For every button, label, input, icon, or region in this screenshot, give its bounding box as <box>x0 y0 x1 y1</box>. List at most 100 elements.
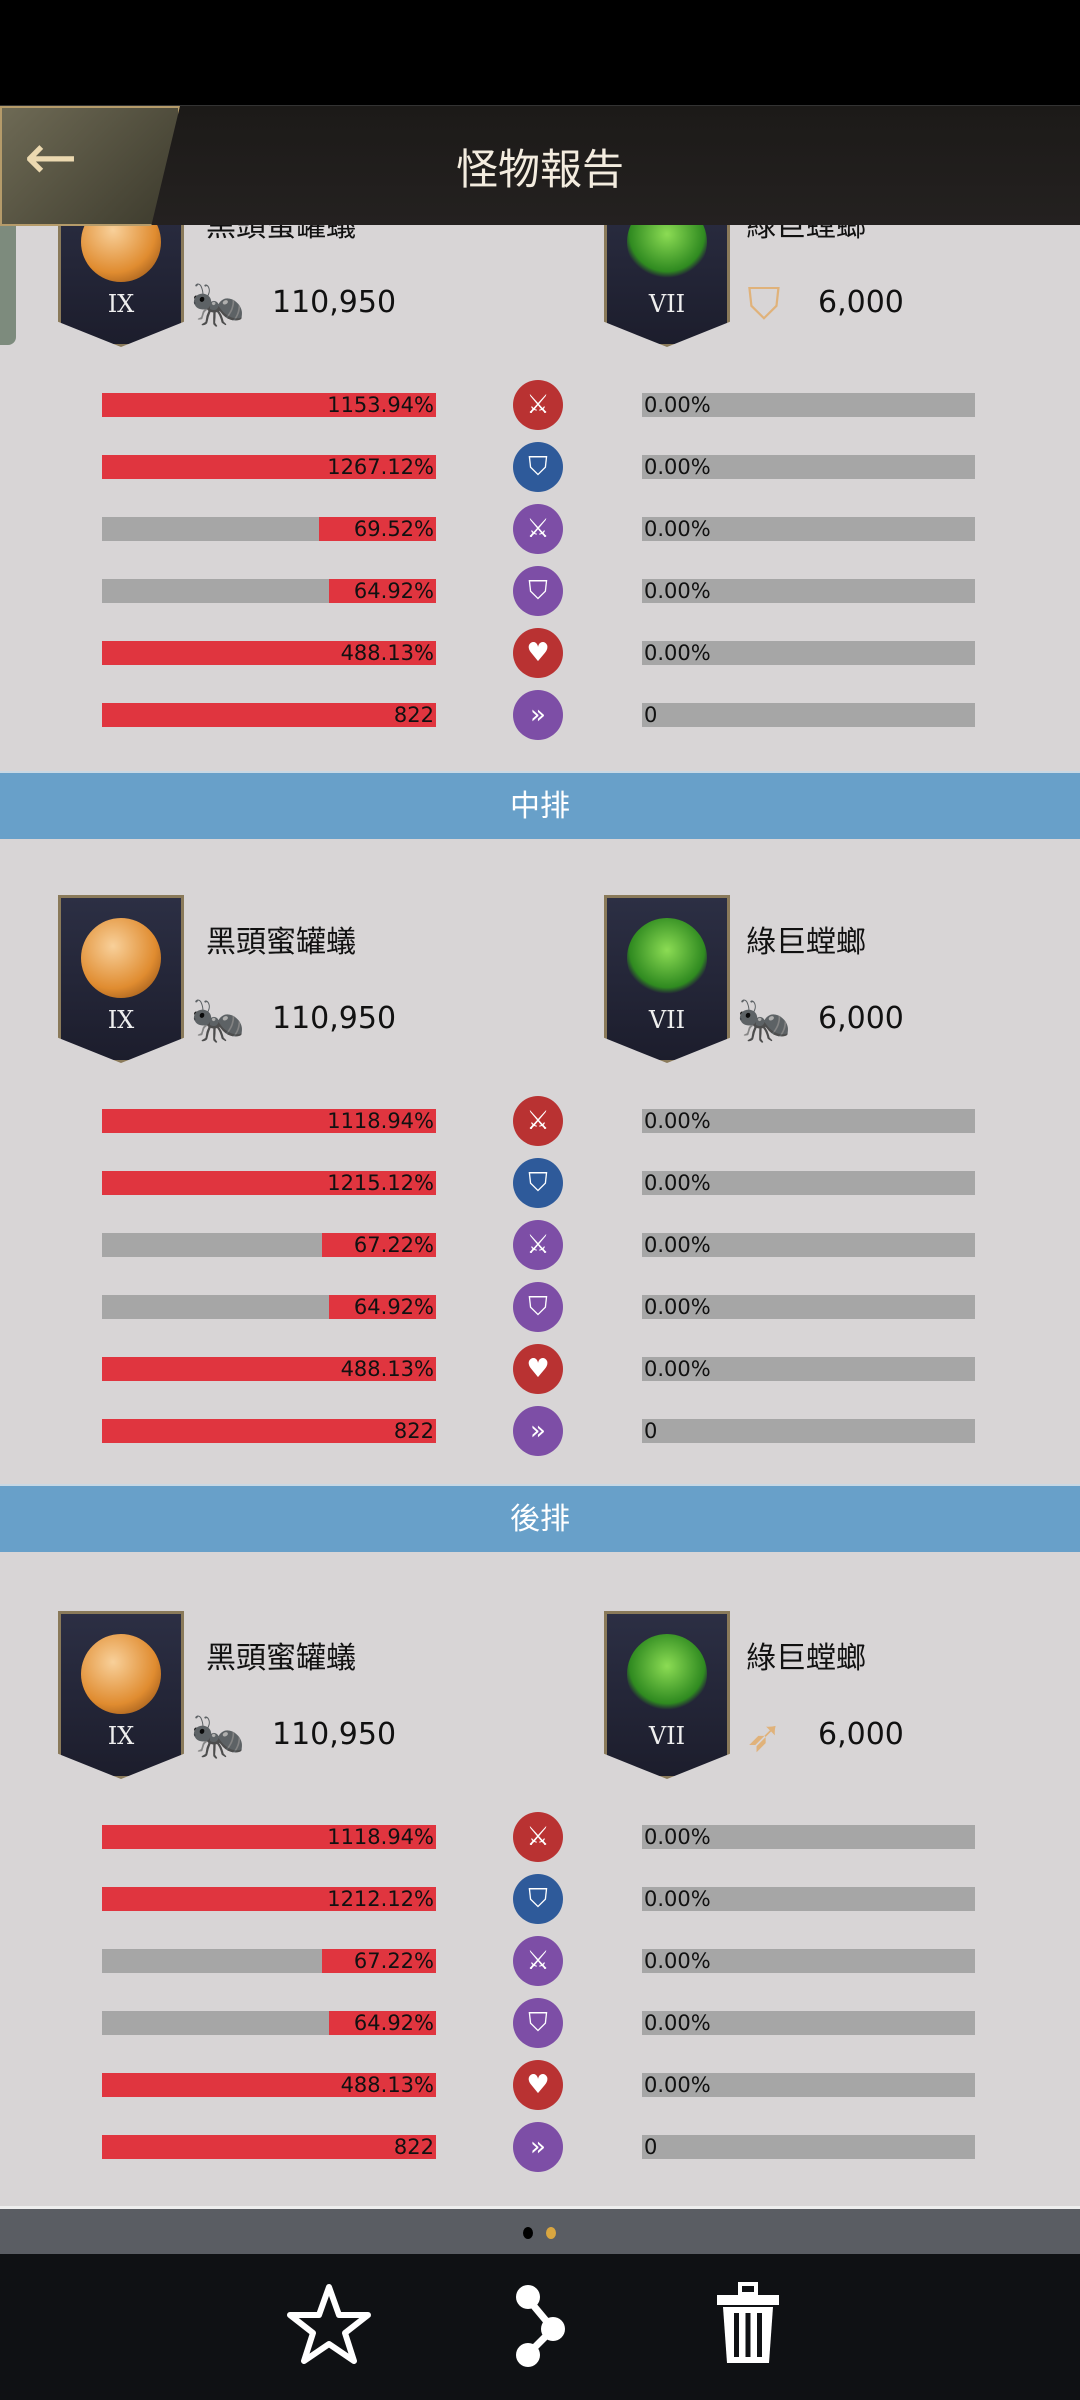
monster-rank: IX <box>107 1722 135 1750</box>
stat-value: 0.00% <box>644 2011 711 2035</box>
monster-comparison-section: IX 黑頭蜜罐蟻 🐜 110,950 VII 綠巨螳螂 ⛉ 6,000 1153.94% ⚔ 0.0… <box>0 179 1080 779</box>
monster-comparison-section: IX 黑頭蜜罐蟻 🐜 110,950 VII 綠巨螳螂 🐜 6,000 1118.94% ⚔ 0.0… <box>0 895 1080 1495</box>
stat-value: 67.22% <box>353 1233 434 1257</box>
defense-icon: ⛉ <box>513 1998 563 2048</box>
delete-button[interactable] <box>703 2279 793 2369</box>
attack-icon: ⚔ <box>513 1812 563 1862</box>
monster-rank: IX <box>107 1006 135 1034</box>
left-stat-bar: 822 <box>102 2135 436 2159</box>
trash-icon <box>717 2282 779 2363</box>
stat-value: 1153.94% <box>327 393 434 417</box>
favorite-button[interactable] <box>284 2279 374 2369</box>
status-bar <box>0 0 1080 105</box>
right-stat-bar: 0.00% <box>642 1171 975 1195</box>
page-dot[interactable] <box>523 2227 533 2239</box>
left-monster-avatar[interactable]: IX <box>58 895 184 1063</box>
page-indicator <box>0 2206 1080 2254</box>
stat-value: 488.13% <box>340 641 434 665</box>
left-stat-bar: 1153.94% <box>102 393 436 417</box>
stat-value: 0.00% <box>644 517 711 541</box>
speed-icon: » <box>513 2122 563 2172</box>
page-title: 怪物報告 <box>455 145 624 194</box>
right-monster-power: 6,000 <box>818 1717 904 1752</box>
defense-icon: ⛉ <box>513 442 563 492</box>
left-monster-avatar[interactable]: IX <box>58 1611 184 1779</box>
health-icon: ♥ <box>513 628 563 678</box>
stat-fill <box>102 703 436 727</box>
attack-icon: ⚔ <box>513 380 563 430</box>
stat-value: 822 <box>393 703 434 727</box>
left-monster-name: 黑頭蜜罐蟻 <box>206 925 356 960</box>
right-stat-bar: 0.00% <box>642 1233 975 1257</box>
attack-icon: ⚔ <box>513 1096 563 1146</box>
right-stat-bar: 0.00% <box>642 1295 975 1319</box>
left-stat-bar: 822 <box>102 1419 436 1443</box>
ant-icon: 🐜 <box>190 995 246 1046</box>
right-stat-bar: 0.00% <box>642 579 975 603</box>
right-stat-bar: 0.00% <box>642 641 975 665</box>
stat-fill <box>102 1109 436 1133</box>
right-stat-bar: 0.00% <box>642 1825 975 1849</box>
back-button[interactable]: ← <box>0 106 180 226</box>
left-stat-bar: 1267.12% <box>102 455 436 479</box>
stat-fill <box>102 1357 436 1381</box>
left-stat-bar: 1215.12% <box>102 1171 436 1195</box>
stat-value: 1215.12% <box>327 1171 434 1195</box>
stat-value: 0.00% <box>644 1171 711 1195</box>
monster-rank: VII <box>648 1722 686 1750</box>
attack-icon: ⚔ <box>513 504 563 554</box>
stat-fill <box>322 1949 436 1973</box>
left-monster-name: 黑頭蜜罐蟻 <box>206 1641 356 1676</box>
right-monster-name: 綠巨螳螂 <box>746 1641 866 1676</box>
right-stat-bar: 0.00% <box>642 2073 975 2097</box>
right-stat-bar: 0.00% <box>642 455 975 479</box>
stat-fill <box>329 579 436 603</box>
page-dot-active[interactable] <box>546 2227 556 2239</box>
right-monster-name: 綠巨螳螂 <box>746 925 866 960</box>
share-icon <box>516 2285 565 2367</box>
stat-value: 64.92% <box>353 1295 434 1319</box>
right-monster-power: 6,000 <box>818 285 904 320</box>
stat-value: 1118.94% <box>327 1109 434 1133</box>
stat-value: 0 <box>644 2135 658 2159</box>
stat-value: 822 <box>393 1419 434 1443</box>
ant-icon: 🐜 <box>190 279 246 330</box>
stat-value: 0 <box>644 1419 658 1443</box>
stat-fill <box>102 2135 436 2159</box>
stat-value: 1267.12% <box>327 455 434 479</box>
right-monster-avatar[interactable]: VII <box>604 1611 730 1779</box>
stat-value: 64.92% <box>353 2011 434 2035</box>
speed-icon: » <box>513 1406 563 1456</box>
left-stat-bar: 64.92% <box>102 2011 436 2035</box>
stat-fill <box>102 393 436 417</box>
stat-value: 488.13% <box>340 1357 434 1381</box>
monster-rank: VII <box>648 290 686 318</box>
bottom-toolbar <box>0 2254 1080 2400</box>
stat-value: 69.52% <box>353 517 434 541</box>
right-monster-avatar[interactable]: VII <box>604 895 730 1063</box>
share-button[interactable] <box>493 2279 583 2369</box>
attack-icon: ⚔ <box>513 1936 563 1986</box>
left-monster-power: 110,950 <box>272 285 397 320</box>
stat-fill <box>102 1887 436 1911</box>
stat-fill <box>102 1825 436 1849</box>
defense-icon: ⛉ <box>513 1158 563 1208</box>
right-stat-bar: 0.00% <box>642 2011 975 2035</box>
right-stat-bar: 0 <box>642 2135 975 2159</box>
stat-value: 0.00% <box>644 1949 711 1973</box>
left-monster-power: 110,950 <box>272 1717 397 1752</box>
band-back-row: 後排 <box>0 1484 1080 1552</box>
right-stat-bar: 0.00% <box>642 517 975 541</box>
stat-value: 0.00% <box>644 1233 711 1257</box>
left-stat-bar: 64.92% <box>102 579 436 603</box>
stat-value: 0.00% <box>644 1357 711 1381</box>
stat-value: 822 <box>393 2135 434 2159</box>
stat-value: 0.00% <box>644 455 711 479</box>
left-stat-bar: 822 <box>102 703 436 727</box>
stat-value: 0.00% <box>644 1887 711 1911</box>
monster-rank: IX <box>107 290 135 318</box>
stat-value: 67.22% <box>353 1949 434 1973</box>
left-stat-bar: 488.13% <box>102 2073 436 2097</box>
monster-comparison-section: IX 黑頭蜜罐蟻 🐜 110,950 VII 綠巨螳螂 ➶ 6,000 1118.94% ⚔ 0.0… <box>0 1611 1080 2211</box>
stat-value: 0.00% <box>644 1825 711 1849</box>
